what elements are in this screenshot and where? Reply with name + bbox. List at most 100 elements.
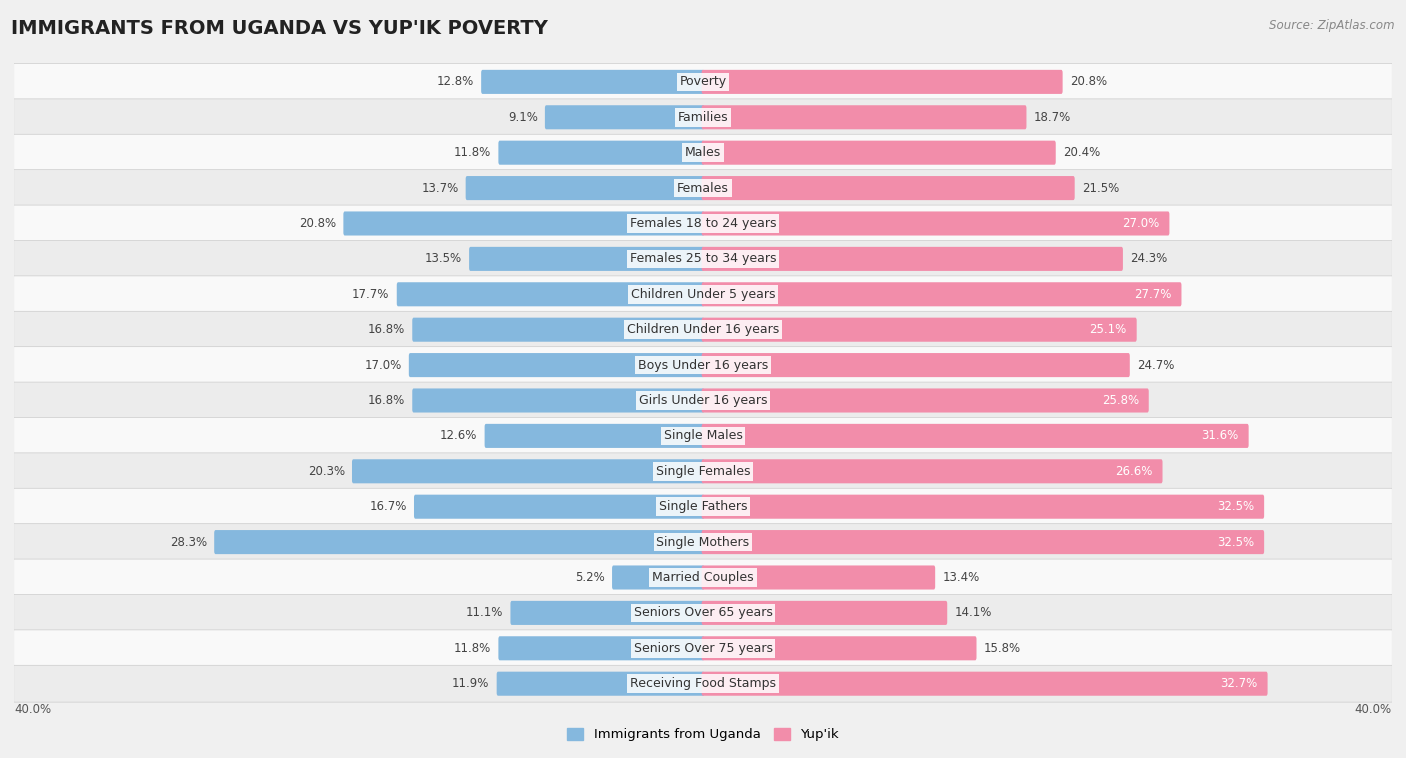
Text: Females 18 to 24 years: Females 18 to 24 years — [630, 217, 776, 230]
Text: 16.7%: 16.7% — [370, 500, 406, 513]
Text: Children Under 16 years: Children Under 16 years — [627, 323, 779, 337]
Text: 16.8%: 16.8% — [368, 323, 405, 337]
FancyBboxPatch shape — [14, 99, 1392, 136]
Text: 13.7%: 13.7% — [422, 182, 458, 195]
Text: 21.5%: 21.5% — [1083, 182, 1119, 195]
Text: 20.4%: 20.4% — [1063, 146, 1101, 159]
FancyBboxPatch shape — [498, 636, 704, 660]
Text: 17.7%: 17.7% — [352, 288, 389, 301]
FancyBboxPatch shape — [14, 559, 1392, 596]
Text: 20.8%: 20.8% — [299, 217, 336, 230]
FancyBboxPatch shape — [702, 282, 1181, 306]
Text: Seniors Over 75 years: Seniors Over 75 years — [634, 642, 772, 655]
FancyBboxPatch shape — [14, 276, 1392, 313]
Text: Poverty: Poverty — [679, 75, 727, 89]
FancyBboxPatch shape — [409, 353, 704, 377]
FancyBboxPatch shape — [470, 247, 704, 271]
Text: 40.0%: 40.0% — [14, 703, 51, 716]
FancyBboxPatch shape — [14, 488, 1392, 525]
FancyBboxPatch shape — [702, 672, 1268, 696]
Text: Receiving Food Stamps: Receiving Food Stamps — [630, 677, 776, 691]
FancyBboxPatch shape — [546, 105, 704, 130]
FancyBboxPatch shape — [485, 424, 704, 448]
Text: 25.8%: 25.8% — [1102, 394, 1139, 407]
Text: Families: Families — [678, 111, 728, 124]
Text: 25.1%: 25.1% — [1090, 323, 1126, 337]
FancyBboxPatch shape — [702, 318, 1136, 342]
Text: 20.3%: 20.3% — [308, 465, 344, 478]
FancyBboxPatch shape — [702, 70, 1063, 94]
Text: 11.8%: 11.8% — [454, 146, 491, 159]
FancyBboxPatch shape — [352, 459, 704, 484]
Text: 12.6%: 12.6% — [440, 429, 478, 443]
FancyBboxPatch shape — [214, 530, 704, 554]
FancyBboxPatch shape — [702, 105, 1026, 130]
Text: Females: Females — [678, 182, 728, 195]
Text: Single Females: Single Females — [655, 465, 751, 478]
FancyBboxPatch shape — [702, 388, 1149, 412]
Text: 24.7%: 24.7% — [1137, 359, 1174, 371]
FancyBboxPatch shape — [702, 601, 948, 625]
Text: 11.9%: 11.9% — [453, 677, 489, 691]
FancyBboxPatch shape — [496, 672, 704, 696]
FancyBboxPatch shape — [14, 524, 1392, 560]
FancyBboxPatch shape — [413, 495, 704, 518]
Text: 13.5%: 13.5% — [425, 252, 461, 265]
Text: 16.8%: 16.8% — [368, 394, 405, 407]
FancyBboxPatch shape — [412, 388, 704, 412]
Text: 5.2%: 5.2% — [575, 571, 605, 584]
FancyBboxPatch shape — [14, 346, 1392, 384]
Text: IMMIGRANTS FROM UGANDA VS YUP'IK POVERTY: IMMIGRANTS FROM UGANDA VS YUP'IK POVERTY — [11, 19, 548, 38]
Text: Children Under 5 years: Children Under 5 years — [631, 288, 775, 301]
FancyBboxPatch shape — [481, 70, 704, 94]
Text: 40.0%: 40.0% — [1355, 703, 1392, 716]
FancyBboxPatch shape — [396, 282, 704, 306]
Text: 20.8%: 20.8% — [1070, 75, 1107, 89]
FancyBboxPatch shape — [14, 240, 1392, 277]
Text: Boys Under 16 years: Boys Under 16 years — [638, 359, 768, 371]
FancyBboxPatch shape — [702, 636, 977, 660]
FancyBboxPatch shape — [14, 134, 1392, 171]
FancyBboxPatch shape — [612, 565, 704, 590]
Text: Married Couples: Married Couples — [652, 571, 754, 584]
FancyBboxPatch shape — [702, 176, 1074, 200]
Text: 32.7%: 32.7% — [1220, 677, 1257, 691]
Text: 26.6%: 26.6% — [1115, 465, 1153, 478]
FancyBboxPatch shape — [343, 211, 704, 236]
Text: 9.1%: 9.1% — [508, 111, 537, 124]
FancyBboxPatch shape — [412, 318, 704, 342]
Text: 12.8%: 12.8% — [437, 75, 474, 89]
Text: Females 25 to 34 years: Females 25 to 34 years — [630, 252, 776, 265]
FancyBboxPatch shape — [702, 141, 1056, 164]
Text: 27.7%: 27.7% — [1135, 288, 1171, 301]
Text: Males: Males — [685, 146, 721, 159]
Text: 17.0%: 17.0% — [364, 359, 402, 371]
Text: 32.5%: 32.5% — [1218, 500, 1254, 513]
FancyBboxPatch shape — [14, 205, 1392, 242]
Text: Source: ZipAtlas.com: Source: ZipAtlas.com — [1270, 19, 1395, 32]
Text: Single Mothers: Single Mothers — [657, 536, 749, 549]
Text: Single Males: Single Males — [664, 429, 742, 443]
FancyBboxPatch shape — [14, 418, 1392, 454]
FancyBboxPatch shape — [702, 459, 1163, 484]
Text: 13.4%: 13.4% — [942, 571, 980, 584]
FancyBboxPatch shape — [702, 565, 935, 590]
FancyBboxPatch shape — [14, 312, 1392, 348]
Text: 32.5%: 32.5% — [1218, 536, 1254, 549]
Text: 11.1%: 11.1% — [465, 606, 503, 619]
FancyBboxPatch shape — [702, 211, 1170, 236]
Legend: Immigrants from Uganda, Yup'ik: Immigrants from Uganda, Yup'ik — [562, 722, 844, 747]
FancyBboxPatch shape — [702, 530, 1264, 554]
Text: 14.1%: 14.1% — [955, 606, 991, 619]
FancyBboxPatch shape — [702, 247, 1123, 271]
Text: 18.7%: 18.7% — [1033, 111, 1071, 124]
FancyBboxPatch shape — [14, 594, 1392, 631]
Text: 24.3%: 24.3% — [1130, 252, 1167, 265]
Text: Girls Under 16 years: Girls Under 16 years — [638, 394, 768, 407]
FancyBboxPatch shape — [14, 170, 1392, 206]
FancyBboxPatch shape — [14, 630, 1392, 667]
FancyBboxPatch shape — [702, 353, 1130, 377]
Text: 11.8%: 11.8% — [454, 642, 491, 655]
FancyBboxPatch shape — [14, 382, 1392, 419]
FancyBboxPatch shape — [14, 666, 1392, 702]
